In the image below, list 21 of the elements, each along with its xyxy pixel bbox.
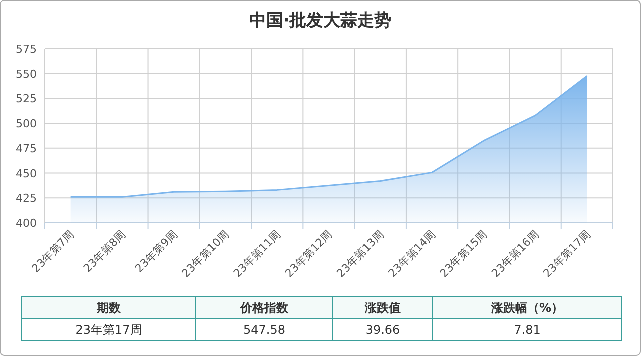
x-tick-label: 23年第7周: [30, 228, 77, 276]
y-tick-label: 450: [16, 167, 37, 180]
y-tick-label: 425: [16, 192, 37, 206]
y-tick-label: 575: [16, 43, 37, 56]
x-tick-label: 23年第14周: [386, 228, 438, 280]
y-tick-label: 500: [16, 118, 37, 131]
x-tick-label: 23年第13周: [334, 228, 387, 280]
y-tick-label: 525: [16, 92, 37, 106]
y-tick-label: 475: [16, 142, 37, 156]
x-tick-label: 23年第8周: [81, 228, 129, 276]
x-tick-label: 23年第17周: [540, 228, 594, 280]
x-tick-label: 23年第15周: [438, 228, 490, 280]
x-tick-label: 23年第9周: [132, 228, 180, 276]
x-tick-label: 23年第16周: [489, 228, 542, 280]
x-tick-label: 23年第12周: [282, 228, 336, 280]
y-tick-label: 400: [16, 217, 37, 230]
x-tick-label: 23年第11周: [231, 228, 284, 280]
chart-title: 中国·批发大蒜走势: [249, 11, 392, 31]
table: 期数 价格指数 涨跌值 涨跌幅（%） 23年第17周 547.58 39.66 7.81: [22, 296, 622, 342]
x-tick-label: 23年第10周: [180, 228, 232, 280]
y-tick-label: 550: [16, 68, 37, 81]
